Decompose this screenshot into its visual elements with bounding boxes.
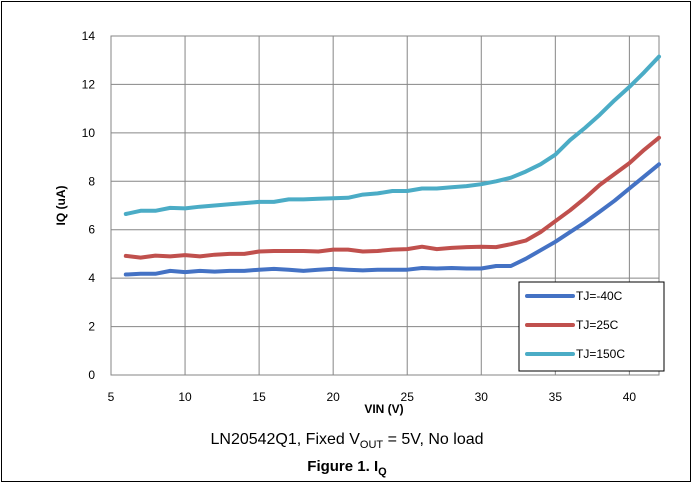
y-tick-label: 12 bbox=[82, 77, 96, 91]
figure-title-prefix: Figure 1. I bbox=[307, 458, 379, 475]
x-tick-label: 40 bbox=[623, 390, 637, 404]
figure-title: Figure 1. IQ bbox=[0, 458, 694, 478]
iq-chart: 0 2 4 6 8 10 12 14 5 10 15 20 25 30 35 40 IQ (uA) VIN … bbox=[54, 29, 665, 416]
x-tick-label: 10 bbox=[178, 390, 192, 404]
figure-title-subscript: Q bbox=[378, 466, 387, 478]
x-tick-label: 15 bbox=[252, 390, 266, 404]
x-tick-label: 35 bbox=[549, 390, 563, 404]
figure-caption: LN20542Q1, Fixed VOUT = 5V, No load bbox=[0, 431, 694, 451]
y-tick-labels: 0 2 4 6 8 10 12 14 bbox=[82, 29, 96, 382]
series-line-1 bbox=[123, 135, 661, 260]
caption-suffix: = 5V, No load bbox=[383, 431, 484, 448]
y-tick-label: 2 bbox=[88, 320, 95, 334]
x-tick-labels: 5 10 15 20 25 30 35 40 bbox=[108, 390, 637, 404]
x-axis-label: VIN (V) bbox=[364, 402, 403, 416]
legend-label-1: TJ=25C bbox=[576, 318, 619, 332]
legend-label-2: TJ=150C bbox=[576, 347, 625, 361]
y-tick-label: 0 bbox=[88, 368, 95, 382]
y-axis-label: IQ (uA) bbox=[54, 186, 68, 226]
y-tick-label: 10 bbox=[82, 126, 96, 140]
plot-area bbox=[110, 35, 660, 376]
legend-label-0: TJ=-40C bbox=[576, 289, 623, 303]
y-tick-label: 6 bbox=[88, 223, 95, 237]
legend: TJ=-40C TJ=25C TJ=150C bbox=[518, 281, 665, 372]
y-tick-label: 8 bbox=[88, 174, 95, 188]
x-tick-label: 5 bbox=[108, 390, 115, 404]
x-tick-label: 25 bbox=[401, 390, 415, 404]
x-tick-label: 30 bbox=[475, 390, 489, 404]
caption-subscript: OUT bbox=[359, 439, 384, 452]
series-line-0 bbox=[123, 162, 661, 277]
y-tick-label: 4 bbox=[88, 271, 95, 285]
series-lines bbox=[123, 54, 661, 277]
y-tick-label: 14 bbox=[82, 29, 96, 43]
caption-prefix: LN20542Q1, Fixed V bbox=[210, 431, 360, 448]
x-tick-label: 20 bbox=[326, 390, 340, 404]
series-line-2 bbox=[123, 54, 661, 216]
